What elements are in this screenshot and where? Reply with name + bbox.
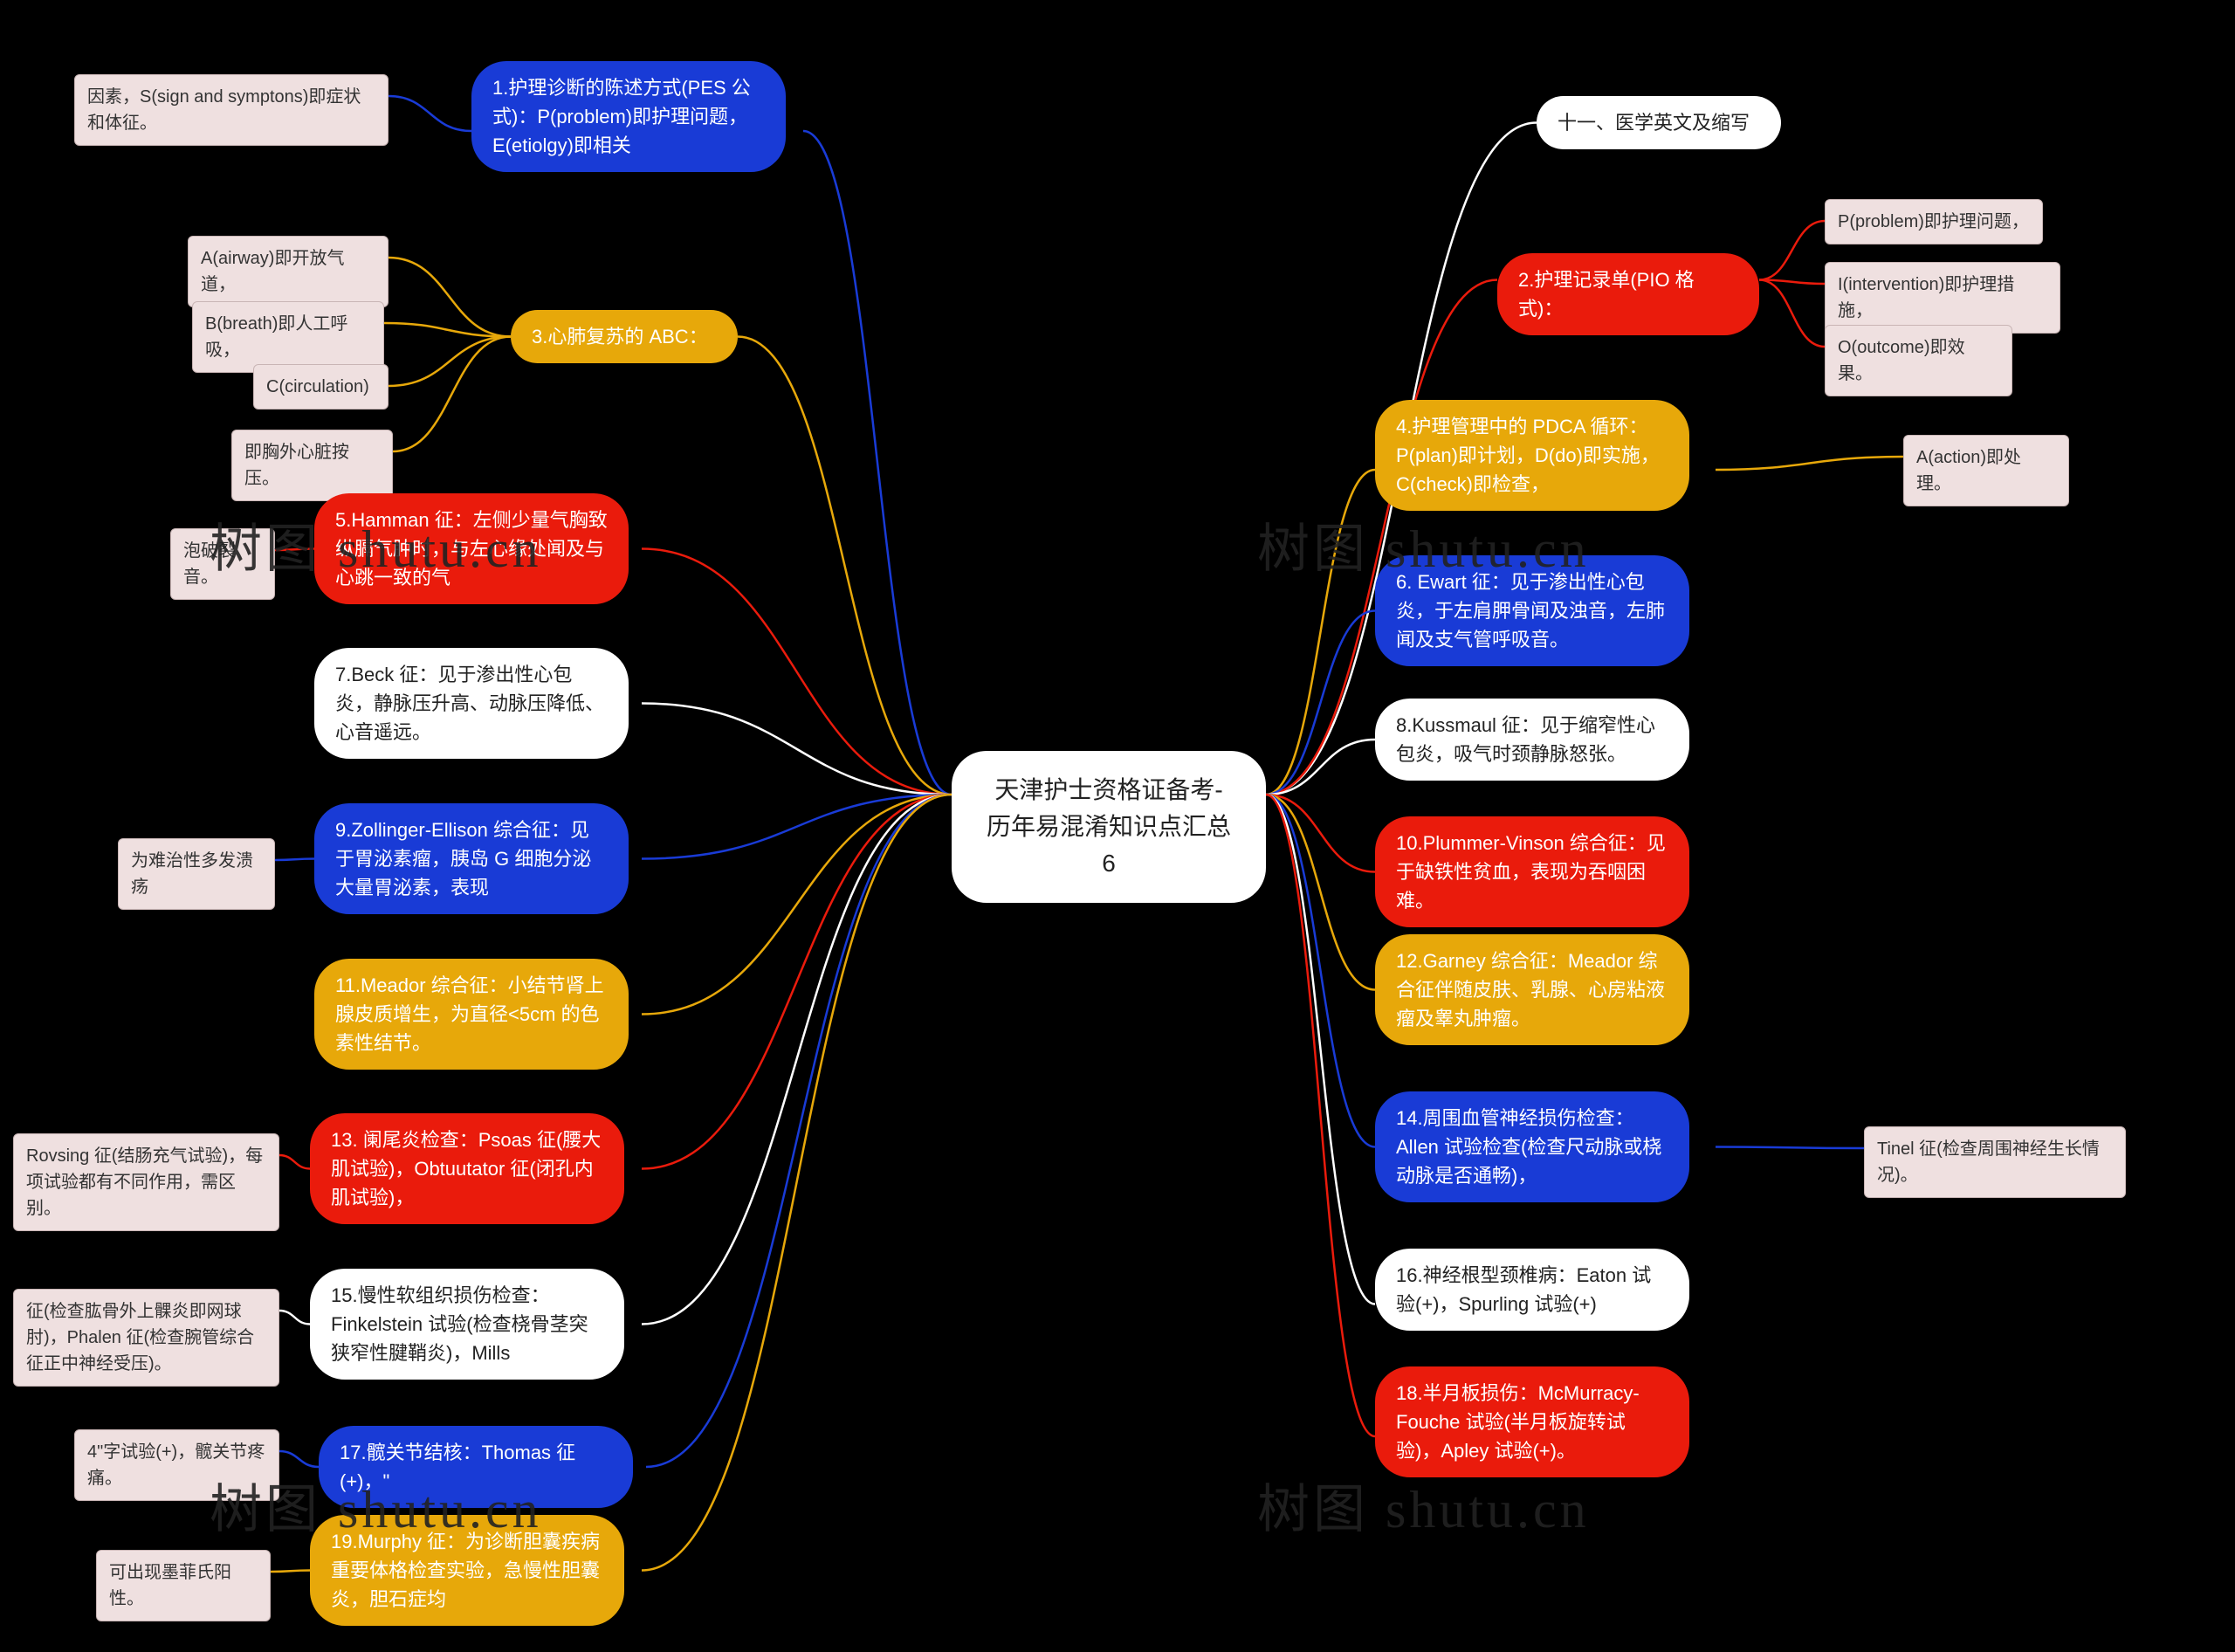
branch-node: 13. 阑尾炎检查：Psoas 征(腰大肌试验)，Obtuutator 征(闭孔… <box>310 1113 624 1224</box>
branch-node: 15.慢性软组织损伤检查：Finkelstein 试验(检查桡骨茎突狭窄性腱鞘炎… <box>310 1269 624 1380</box>
branch-node: 5.Hamman 征：左侧少量气胸致纵膈气肿时，与左心缘处闻及与心跳一致的气 <box>314 493 629 604</box>
leaf-node: I(intervention)即护理措施， <box>1825 262 2060 334</box>
leaf-node: B(breath)即人工呼吸， <box>192 301 384 373</box>
branch-node: 18.半月板损伤：McMurracy-Fouche 试验(半月板旋转试验)，Ap… <box>1375 1366 1689 1477</box>
branch-node: 1.护理诊断的陈述方式(PES 公式)：P(problem)即护理问题，E(et… <box>471 61 786 172</box>
leaf-node: 即胸外心脏按压。 <box>231 430 393 501</box>
leaf-node: 可出现墨菲氏阳性。 <box>96 1550 271 1621</box>
leaf-node: P(problem)即护理问题， <box>1825 199 2043 244</box>
leaf-node: O(outcome)即效果。 <box>1825 325 2012 396</box>
branch-node: 6. Ewart 征：见于渗出性心包炎，于左肩胛骨闻及浊音，左肺闻及支气管呼吸音… <box>1375 555 1689 666</box>
leaf-node: C(circulation) <box>253 364 389 410</box>
branch-node: 2.护理记录单(PIO 格式)： <box>1497 253 1759 335</box>
leaf-node: 4"字试验(+)，髋关节疼痛。 <box>74 1429 279 1501</box>
leaf-node: A(action)即处理。 <box>1903 435 2069 506</box>
branch-node: 17.髋关节结核：Thomas 征(+)，" <box>319 1426 633 1508</box>
branch-node: 7.Beck 征：见于渗出性心包炎，静脉压升高、动脉压降低、心音遥远。 <box>314 648 629 759</box>
center-node: 天津护士资格证备考-历年易混淆知识点汇总6 <box>952 751 1266 903</box>
branch-node: 十一、医学英文及缩写 <box>1537 96 1781 149</box>
watermark: 树图 shutu.cn <box>1257 1467 1590 1543</box>
leaf-node: Rovsing 征(结肠充气试验)，每项试验都有不同作用，需区别。 <box>13 1133 279 1231</box>
branch-node: 10.Plummer-Vinson 综合征：见于缺铁性贫血，表现为吞咽困难。 <box>1375 816 1689 927</box>
branch-node: 9.Zollinger-Ellison 综合征：见于胃泌素瘤，胰岛 G 细胞分泌… <box>314 803 629 914</box>
branch-node: 4.护理管理中的 PDCA 循环：P(plan)即计划，D(do)即实施，C(c… <box>1375 400 1689 511</box>
branch-node: 16.神经根型颈椎病：Eaton 试验(+)，Spurling 试验(+) <box>1375 1249 1689 1331</box>
leaf-node: 征(检查肱骨外上髁炎即网球肘)，Phalen 征(检查腕管综合征正中神经受压)。 <box>13 1289 279 1387</box>
branch-node: 8.Kussmaul 征：见于缩窄性心包炎，吸气时颈静脉怒张。 <box>1375 699 1689 781</box>
leaf-node: Tinel 征(检查周围神经生长情况)。 <box>1864 1126 2126 1198</box>
leaf-node: A(airway)即开放气道， <box>188 236 389 307</box>
leaf-node: 为难治性多发溃疡 <box>118 838 275 910</box>
branch-node: 12.Garney 综合征：Meador 综合征伴随皮肤、乳腺、心房粘液瘤及睾丸… <box>1375 934 1689 1045</box>
branch-node: 3.心肺复苏的 ABC： <box>511 310 738 363</box>
branch-node: 19.Murphy 征：为诊断胆囊疾病重要体格检查实验，急慢性胆囊炎，胆石症均 <box>310 1515 624 1626</box>
leaf-node: 因素，S(sign and symptons)即症状和体征。 <box>74 74 389 146</box>
branch-node: 14.周围血管神经损伤检查：Allen 试验检查(检查尺动脉或桡动脉是否通畅)， <box>1375 1091 1689 1202</box>
branch-node: 11.Meador 综合征：小结节肾上腺皮质增生，为直径<5cm 的色素性结节。 <box>314 959 629 1070</box>
leaf-node: 泡破裂音。 <box>170 528 275 600</box>
